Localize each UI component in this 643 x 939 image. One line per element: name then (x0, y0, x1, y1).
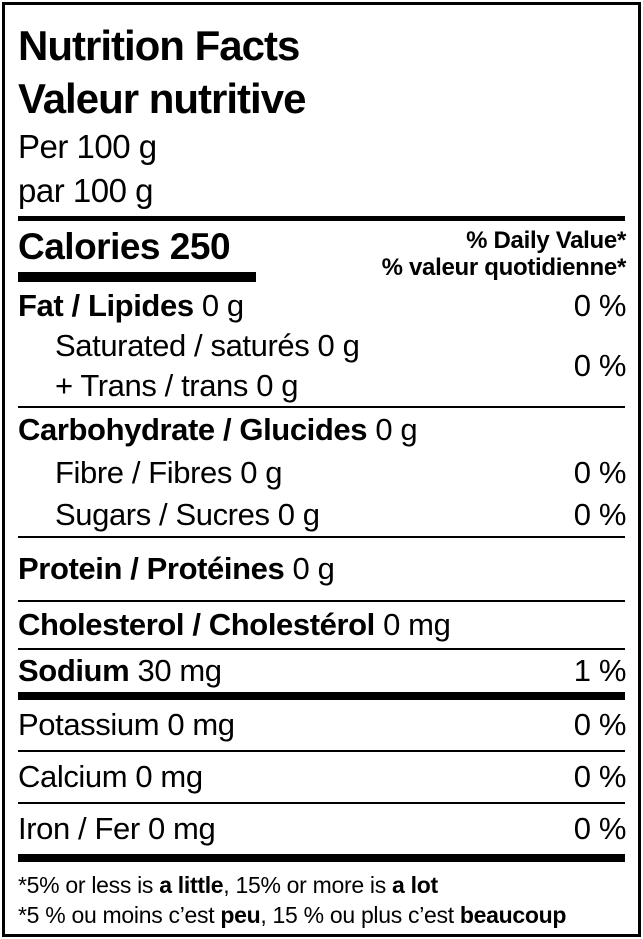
fat-amount: 0 g (201, 288, 244, 324)
sodium-daily-value: 1 % (573, 653, 627, 689)
cholesterol-name: Cholesterol / Cholestérol (18, 607, 375, 643)
footnote-en-pre: *5% or less is (18, 872, 160, 899)
calories-value: 250 (169, 225, 231, 267)
saturated-trans-lines: Saturated / saturés 0 g + Trans / trans … (18, 326, 360, 406)
divider-above-calcium (18, 750, 625, 753)
fat-daily-value: 0 % (573, 288, 627, 324)
calories-block: Calories 250 (18, 225, 256, 282)
potassium-label: Potassium 0 mg (18, 707, 235, 743)
footnote-fr-mid: , 15 % ou plus c’est (260, 902, 460, 929)
divider-above-sodium (18, 648, 625, 651)
iron-daily-value: 0 % (573, 811, 627, 847)
trans-line: + Trans / trans 0 g (55, 368, 299, 404)
protein-amount: 0 g (292, 551, 335, 587)
footnote-section: *5% or less is a little, 15% or more is … (5, 862, 638, 934)
row-cholesterol: Cholesterol / Cholestérol 0 mg (5, 602, 638, 648)
daily-value-english: % Daily Value* (466, 226, 626, 254)
divider-above-carbohydrate (18, 406, 625, 409)
row-iron: Iron / Fer 0 mg 0 % (5, 804, 638, 854)
carbohydrate-name: Carbohydrate / Glucides (18, 412, 368, 448)
divider-above-iron (18, 802, 625, 805)
protein-label: Protein / Protéines 0 g (18, 551, 335, 587)
title-english: Nutrition Facts (18, 22, 300, 69)
fibre-label: Fibre / Fibres 0 g (55, 455, 283, 491)
calories-label: Calories (18, 225, 161, 267)
calcium-label: Calcium 0 mg (18, 759, 203, 795)
divider-thick-above-footnote (18, 854, 625, 863)
serving-size-english: Per 100 g (18, 128, 157, 165)
row-saturated-trans: Saturated / saturés 0 g + Trans / trans … (5, 326, 638, 406)
sugars-daily-value: 0 % (573, 497, 627, 533)
title-french: Valeur nutritive (18, 75, 306, 122)
cholesterol-label: Cholesterol / Cholestérol 0 mg (18, 607, 451, 643)
serving-size-french: par 100 g (18, 172, 153, 209)
footnote-fr-peu: peu (220, 902, 261, 929)
footnote-en-a-little: a little (159, 872, 224, 899)
sodium-label: Sodium 30 mg (18, 653, 222, 689)
cholesterol-amount: 0 mg (383, 607, 451, 643)
footnote-english: *5% or less is a little, 15% or more is … (18, 870, 626, 900)
footnote-fr-pre: *5 % ou moins c’est (18, 902, 221, 929)
footnote-french: *5 % ou moins c’est peu, 15 % ou plus c’… (18, 900, 626, 930)
fat-label: Fat / Lipides 0 g (18, 288, 244, 324)
daily-value-french: % valeur quotidienne* (381, 253, 627, 281)
footnote-fr-beaucoup: beaucoup (459, 902, 567, 929)
daily-value-block: % Daily Value* % valeur quotidienne* (381, 225, 627, 281)
saturated-daily-value: 0 % (573, 348, 627, 384)
calories-underline-bar (18, 271, 256, 282)
protein-name: Protein / Protéines (18, 551, 285, 587)
calcium-daily-value: 0 % (573, 759, 627, 795)
row-protein: Protein / Protéines 0 g (5, 538, 638, 600)
iron-label: Iron / Fer 0 mg (18, 811, 216, 847)
row-fibre: Fibre / Fibres 0 g 0 % (5, 452, 638, 494)
saturated-line: Saturated / saturés 0 g (55, 328, 360, 364)
fat-name: Fat / Lipides (18, 288, 194, 324)
calories-line: Calories 250 (18, 225, 256, 269)
divider-above-protein (18, 536, 625, 539)
row-sugars: Sugars / Sucres 0 g 0 % (5, 494, 638, 536)
divider-thick-below-sodium (18, 692, 625, 701)
divider-above-cholesterol (18, 600, 625, 603)
row-calcium: Calcium 0 mg 0 % (5, 752, 638, 802)
row-potassium: Potassium 0 mg 0 % (5, 700, 638, 750)
carbohydrate-amount: 0 g (375, 412, 418, 448)
calories-header-row: Calories 250 % Daily Value* % valeur quo… (5, 221, 638, 287)
row-carbohydrate: Carbohydrate / Glucides 0 g (5, 408, 638, 452)
potassium-daily-value: 0 % (573, 707, 627, 743)
row-fat: Fat / Lipides 0 g 0 % (5, 286, 638, 326)
footnote-en-mid: , 15% or more is (223, 872, 393, 899)
carbohydrate-label: Carbohydrate / Glucides 0 g (18, 412, 418, 448)
title-section: Nutrition Facts Valeur nutritive Per 100… (5, 5, 638, 216)
footnote-en-a-lot: a lot (392, 872, 438, 899)
fibre-daily-value: 0 % (573, 455, 627, 491)
sodium-amount: 30 mg (137, 653, 222, 689)
row-sodium: Sodium 30 mg 1 % (5, 650, 638, 692)
sodium-name: Sodium (18, 653, 130, 689)
sugars-label: Sugars / Sucres 0 g (55, 497, 320, 533)
divider-medium-top (18, 215, 625, 221)
